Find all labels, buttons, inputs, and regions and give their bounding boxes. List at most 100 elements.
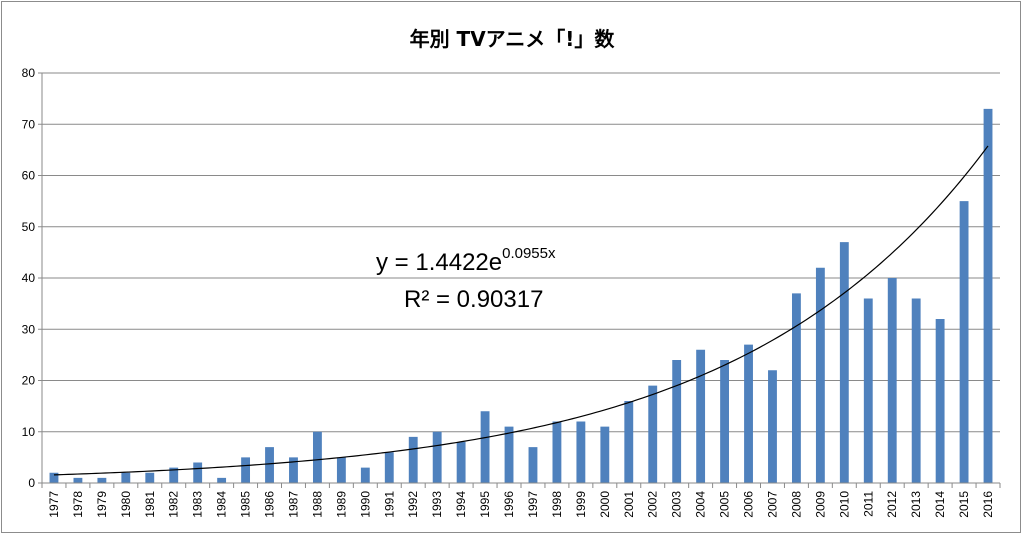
bar-1999 bbox=[576, 421, 586, 483]
trendline-equation-base: y = 1.4422e bbox=[376, 249, 502, 276]
bar-2004 bbox=[696, 349, 706, 483]
x-tick-label-1993: 1993 bbox=[430, 491, 444, 518]
bar-1993 bbox=[432, 431, 442, 483]
x-tick-label-2010: 2010 bbox=[837, 491, 851, 518]
bar-1980 bbox=[121, 472, 131, 483]
x-tick-label-1994: 1994 bbox=[454, 491, 468, 518]
bar-1996 bbox=[504, 426, 514, 483]
x-tick-label-2016: 2016 bbox=[981, 491, 995, 518]
x-tick-label-2008: 2008 bbox=[789, 491, 803, 518]
x-tick-label-1979: 1979 bbox=[95, 491, 109, 518]
y-axis-ticks: 0 10 20 30 40 50 60 70 80 bbox=[22, 66, 42, 490]
bar-1983 bbox=[193, 462, 203, 483]
x-tick-label-2001: 2001 bbox=[622, 491, 636, 518]
x-tick-label-2002: 2002 bbox=[646, 491, 660, 518]
bar-1998 bbox=[552, 421, 562, 483]
bar-1991 bbox=[384, 452, 394, 483]
x-tick-label-1990: 1990 bbox=[358, 491, 372, 518]
bar-1995 bbox=[480, 411, 490, 483]
bar-2009 bbox=[815, 267, 825, 483]
bar-2012 bbox=[887, 278, 897, 483]
bar-1979 bbox=[97, 477, 107, 483]
bar-1994 bbox=[456, 442, 466, 483]
chart-title: 年別 TVアニメ「!」数 bbox=[410, 27, 616, 51]
bar-2001 bbox=[624, 401, 634, 483]
y-tick-label-20: 20 bbox=[22, 374, 36, 388]
y-tick-label-10: 10 bbox=[22, 425, 36, 439]
bar-1977 bbox=[49, 472, 59, 483]
x-tick-label-1996: 1996 bbox=[502, 491, 516, 518]
x-tick-label-1984: 1984 bbox=[215, 491, 229, 518]
bar-2014 bbox=[935, 319, 945, 483]
bar-1989 bbox=[336, 457, 346, 483]
bar-1982 bbox=[169, 467, 179, 483]
x-tick-label-1986: 1986 bbox=[263, 491, 277, 518]
bar-2015 bbox=[959, 201, 969, 483]
bar-1981 bbox=[145, 472, 155, 483]
x-tick-label-1991: 1991 bbox=[382, 491, 396, 518]
x-tick-label-1981: 1981 bbox=[143, 491, 157, 518]
x-tick-label-1980: 1980 bbox=[119, 491, 133, 518]
x-tick-label-2000: 2000 bbox=[598, 491, 612, 518]
x-tick-label-1992: 1992 bbox=[406, 491, 420, 518]
y-tick-label-70: 70 bbox=[22, 117, 36, 131]
x-tick-label-2012: 2012 bbox=[885, 491, 899, 518]
bar-1990 bbox=[360, 467, 370, 483]
y-tick-label-0: 0 bbox=[28, 476, 35, 490]
bar-2002 bbox=[648, 385, 658, 483]
bar-1992 bbox=[408, 436, 418, 483]
bar-2007 bbox=[768, 370, 777, 483]
trendline-r-squared: R² = 0.90317 bbox=[404, 286, 543, 313]
y-tick-label-30: 30 bbox=[22, 322, 36, 336]
x-tick-label-2004: 2004 bbox=[694, 491, 708, 518]
x-tick-label-1977: 1977 bbox=[47, 491, 61, 518]
bar-1984 bbox=[217, 477, 227, 483]
x-axis-ticks: 1977 1978 1979 1980 1981 1982 1983 1984 1985 1986… bbox=[41, 483, 1001, 518]
y-tick-label-50: 50 bbox=[22, 220, 36, 234]
x-tick-label-1997: 1997 bbox=[526, 491, 540, 518]
x-tick-label-1987: 1987 bbox=[286, 491, 300, 518]
x-tick-label-1998: 1998 bbox=[550, 491, 564, 518]
bar-1985 bbox=[241, 457, 251, 483]
y-tick-label-40: 40 bbox=[22, 271, 36, 285]
x-tick-label-1982: 1982 bbox=[167, 491, 181, 518]
x-tick-label-2015: 2015 bbox=[957, 491, 971, 518]
x-tick-label-2003: 2003 bbox=[670, 491, 684, 518]
x-tick-label-1999: 1999 bbox=[574, 491, 588, 518]
y-tick-label-60: 60 bbox=[22, 169, 36, 183]
x-tick-label-2005: 2005 bbox=[718, 491, 732, 518]
x-tick-label-1995: 1995 bbox=[478, 491, 492, 518]
bar-2011 bbox=[863, 298, 873, 483]
x-tick-label-2006: 2006 bbox=[742, 491, 756, 518]
bar-1997 bbox=[528, 447, 538, 483]
x-tick-label-1978: 1978 bbox=[71, 491, 85, 518]
x-tick-label-1989: 1989 bbox=[334, 491, 348, 518]
y-tick-label-80: 80 bbox=[22, 66, 36, 80]
x-tick-label-2014: 2014 bbox=[933, 491, 947, 518]
bar-1988 bbox=[312, 431, 322, 483]
bar-2013 bbox=[911, 298, 921, 483]
x-tick-label-1983: 1983 bbox=[191, 491, 205, 518]
bar-1978 bbox=[73, 477, 83, 483]
bars bbox=[49, 108, 993, 483]
trendline bbox=[53, 145, 989, 476]
bar-2003 bbox=[672, 360, 682, 483]
trendline-curve bbox=[53, 145, 989, 476]
bar-1986 bbox=[265, 447, 274, 483]
x-tick-label-2009: 2009 bbox=[813, 491, 827, 518]
x-tick-label-1985: 1985 bbox=[239, 491, 253, 518]
bar-1987 bbox=[289, 457, 298, 483]
x-tick-label-2011: 2011 bbox=[861, 491, 875, 517]
x-tick-label-2007: 2007 bbox=[765, 491, 779, 518]
x-tick-label-1988: 1988 bbox=[310, 491, 324, 518]
bar-2005 bbox=[720, 360, 730, 483]
bar-2006 bbox=[744, 344, 753, 483]
bar-2016 bbox=[983, 108, 993, 483]
bar-2008 bbox=[791, 293, 801, 483]
trendline-equation-exponent: 0.0955x bbox=[502, 245, 556, 262]
bar-2010 bbox=[839, 242, 849, 483]
x-tick-label-2013: 2013 bbox=[909, 491, 923, 518]
bar-2000 bbox=[600, 426, 610, 483]
trendline-equation: y = 1.4422e0.0955x bbox=[376, 245, 556, 276]
